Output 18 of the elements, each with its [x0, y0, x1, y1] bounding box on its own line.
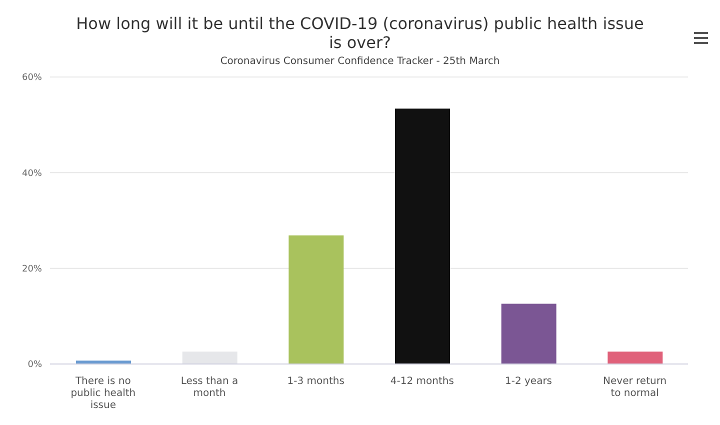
y-tick-label: 20%	[22, 264, 42, 275]
x-tick-label: 4-12 months	[390, 376, 454, 387]
x-tick-label: 1-2 years	[504, 376, 552, 387]
chart-title: How long will it be until the COVID-19 (coronavirus) public health issue is over?	[75, 13, 645, 52]
bar	[395, 108, 450, 364]
bar	[501, 304, 556, 364]
chart-subtitle: Coronavirus Consumer Confidence Tracker - 25th March	[219, 56, 501, 67]
bar	[288, 235, 344, 364]
bar	[182, 352, 238, 364]
x-tick-label: There is no public health issue	[70, 376, 136, 411]
x-tick-label: Less than a month	[180, 376, 238, 399]
y-tick-label: 40%	[22, 168, 42, 179]
x-tick-label: 1-3 months	[287, 376, 344, 387]
x-tick-label: Never return to normal	[603, 376, 667, 399]
bar	[76, 360, 131, 364]
y-tick-label: 60%	[22, 73, 42, 84]
bar	[608, 352, 663, 364]
y-tick-label: 0%	[28, 360, 42, 370]
